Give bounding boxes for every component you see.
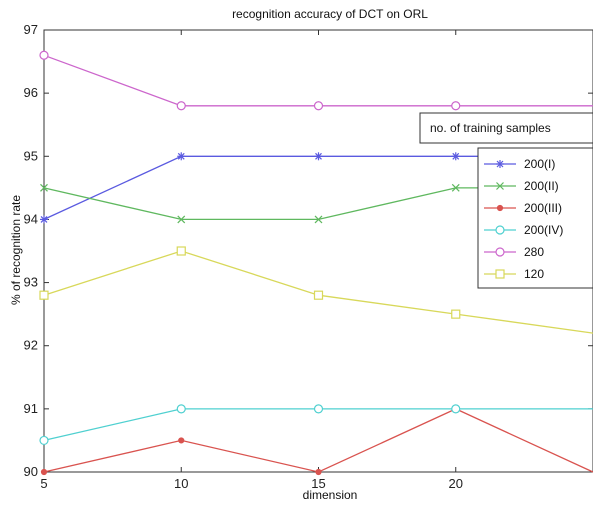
y-tick-label: 91 [24, 401, 38, 416]
x-tick-label: 20 [449, 476, 463, 491]
legend-label: 200(I) [524, 157, 555, 171]
legend-item: 200(II) [484, 179, 559, 193]
data-point [451, 183, 460, 192]
data-point [176, 101, 186, 111]
series-line [43, 408, 593, 473]
y-tick-label: 90 [24, 464, 38, 479]
legend-item: 200(IV) [484, 223, 563, 237]
annotation-box: no. of training samples [419, 112, 593, 144]
data-point [40, 183, 48, 192]
legend-marker [495, 225, 505, 235]
data-point [451, 404, 461, 414]
series-200(III) [40, 405, 593, 476]
x-axis-label: dimension [303, 488, 358, 502]
data-point [39, 50, 49, 60]
series-line [43, 408, 593, 442]
legend-item: 200(I) [484, 157, 555, 171]
data-point [314, 215, 323, 224]
y-tick-label: 93 [24, 275, 38, 290]
legend-item: 280 [484, 245, 544, 259]
annotation-frame [419, 112, 593, 144]
data-point [451, 309, 461, 319]
data-point [314, 152, 323, 161]
data-point [315, 468, 322, 476]
series-280 [39, 50, 593, 111]
legend-marker [496, 204, 504, 212]
legend-frame [477, 147, 593, 289]
x-tick-label: 10 [174, 476, 188, 491]
data-point [40, 468, 48, 476]
y-tick-label: 92 [24, 338, 38, 353]
data-point [178, 437, 185, 444]
series-200(IV) [39, 404, 593, 446]
legend-label: 200(III) [524, 201, 562, 215]
legend-label: 120 [524, 267, 544, 281]
data-point [177, 152, 186, 161]
legend-marker [495, 247, 505, 257]
data-point [451, 152, 460, 161]
data-point [176, 404, 186, 414]
x-tick-label: 5 [40, 476, 47, 491]
x-tick-label: 15 [311, 476, 325, 491]
data-point [313, 101, 324, 111]
legend: 200(I) 200(II) 200(III) 200(IV) 280 120 [477, 147, 593, 289]
chart-title: recognition accuracy of DCT on ORL [232, 7, 428, 21]
data-point [39, 290, 49, 300]
data-point [40, 215, 48, 224]
legend-label: 280 [524, 245, 544, 259]
data-point [177, 215, 186, 224]
series-120 [39, 246, 593, 334]
legend-item: 200(III) [484, 201, 562, 215]
annotation-text: no. of training samples [430, 121, 551, 135]
data-point [39, 435, 49, 446]
data-point [176, 246, 186, 256]
data-point [451, 101, 461, 111]
legend-marker [496, 160, 504, 168]
legend-item: 120 [484, 267, 544, 281]
legend-marker [496, 182, 504, 190]
legend-label: 200(II) [524, 179, 559, 193]
y-tick-label: 95 [24, 148, 38, 163]
y-tick-label: 94 [24, 211, 38, 226]
series-line [43, 54, 593, 107]
legend-label: 200(IV) [524, 223, 563, 237]
y-axis-label: % of recognition rate [9, 195, 23, 305]
legend-marker [495, 269, 505, 279]
y-tick-label: 97 [24, 22, 38, 37]
y-tick-label: 96 [24, 85, 38, 100]
data-point [313, 290, 324, 300]
data-point [313, 404, 324, 414]
